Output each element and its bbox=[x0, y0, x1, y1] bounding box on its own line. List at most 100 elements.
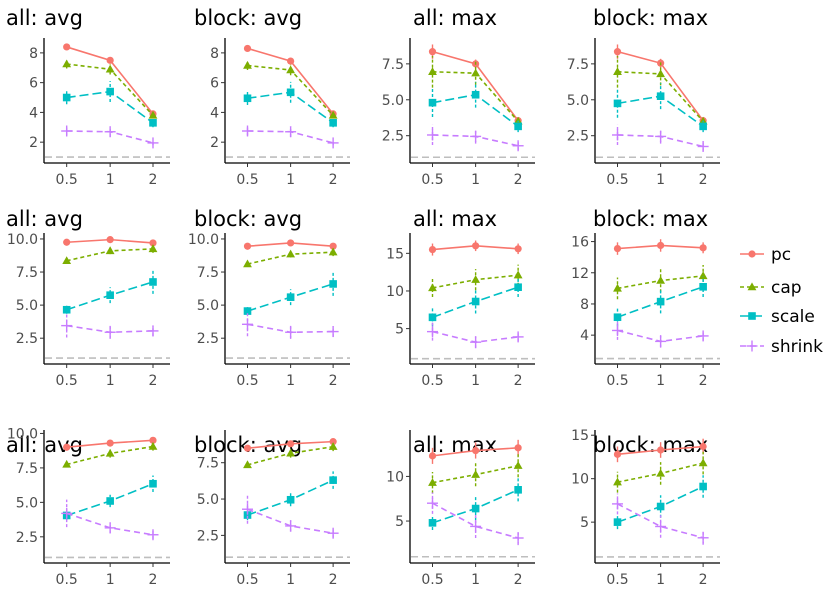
legend-key-marker bbox=[747, 282, 757, 291]
point-cap bbox=[513, 461, 523, 469]
series-pc bbox=[63, 43, 157, 118]
series-scale bbox=[428, 478, 522, 530]
point-scale bbox=[471, 297, 480, 306]
x-tick-label: 2 bbox=[149, 373, 158, 389]
point-pc bbox=[514, 245, 522, 253]
point-shrink bbox=[61, 507, 73, 519]
panel-title: block: avg bbox=[194, 207, 302, 231]
point-scale bbox=[514, 283, 522, 292]
point-scale bbox=[428, 98, 437, 107]
series-cap bbox=[62, 441, 158, 468]
series-cap bbox=[243, 247, 338, 268]
series-cap bbox=[428, 454, 523, 494]
point-cap bbox=[148, 441, 158, 450]
point-shrink bbox=[655, 520, 667, 532]
x-tick-label: 2 bbox=[699, 373, 708, 389]
legend-key-marker bbox=[746, 340, 758, 352]
panel-title: block: max bbox=[593, 433, 708, 457]
panel-5: all: avg 2.5 5.0 7.5 10.0 0.5 1 2 bbox=[6, 207, 170, 389]
point-shrink bbox=[327, 527, 339, 539]
point-pc bbox=[287, 440, 295, 448]
point-cap bbox=[62, 59, 72, 68]
series-scale bbox=[62, 270, 157, 314]
point-shrink bbox=[285, 326, 297, 338]
point-shrink bbox=[61, 320, 73, 332]
point-scale bbox=[613, 99, 622, 108]
y-tick-label: 7.5 bbox=[16, 265, 38, 281]
panel-title: all: avg bbox=[6, 207, 83, 231]
point-scale bbox=[699, 122, 707, 131]
y-tick-label: 8 bbox=[580, 297, 589, 313]
point-scale bbox=[514, 122, 522, 131]
series-cap bbox=[62, 244, 158, 264]
x-tick-label: 1 bbox=[286, 373, 295, 389]
series-scale bbox=[613, 475, 707, 530]
series-cap bbox=[613, 264, 708, 300]
point-scale bbox=[329, 476, 337, 484]
point-scale bbox=[106, 87, 114, 96]
point-scale bbox=[514, 486, 522, 494]
y-tick-label: 2.5 bbox=[197, 528, 219, 544]
y-tick-label: 6 bbox=[210, 76, 219, 92]
point-pc bbox=[243, 44, 252, 53]
point-scale bbox=[329, 119, 337, 127]
y-tick-label: 10 bbox=[571, 472, 589, 488]
series-pc bbox=[243, 438, 337, 452]
series-scale bbox=[62, 475, 157, 521]
y-tick-label: 5.0 bbox=[16, 298, 38, 314]
point-shrink bbox=[512, 331, 524, 343]
y-tick-label: 7.5 bbox=[197, 265, 219, 281]
point-cap bbox=[105, 448, 115, 457]
point-cap bbox=[613, 67, 622, 75]
point-shrink bbox=[104, 326, 116, 338]
point-shrink bbox=[104, 522, 116, 534]
point-pc bbox=[287, 239, 295, 247]
point-pc bbox=[149, 239, 157, 247]
point-cap bbox=[62, 256, 72, 264]
series-shrink bbox=[242, 312, 339, 339]
y-tick-label: 10.0 bbox=[7, 426, 38, 442]
y-tick-label: 8 bbox=[210, 46, 219, 62]
point-scale bbox=[613, 518, 622, 526]
point-shrink bbox=[427, 326, 438, 338]
point-cap bbox=[328, 110, 338, 119]
legend-label: pc bbox=[771, 245, 791, 265]
panel-title: all: max bbox=[413, 207, 497, 231]
point-shrink bbox=[612, 498, 623, 510]
point-pc bbox=[149, 436, 157, 444]
point-cap bbox=[105, 64, 115, 73]
panel-title: block: max bbox=[593, 6, 708, 30]
series-pc bbox=[243, 44, 337, 118]
point-shrink bbox=[242, 318, 253, 330]
x-tick-label: 1 bbox=[286, 572, 295, 588]
point-scale bbox=[149, 479, 157, 488]
x-tick-label: 0.5 bbox=[421, 373, 443, 389]
point-pc bbox=[699, 244, 707, 252]
point-scale bbox=[656, 92, 665, 100]
series-pc bbox=[428, 439, 522, 464]
point-cap bbox=[428, 67, 437, 75]
series-cap bbox=[613, 451, 708, 493]
y-tick-label: 2.5 bbox=[197, 331, 219, 347]
panel-title: all: max bbox=[413, 6, 497, 30]
x-tick-label: 2 bbox=[329, 172, 338, 188]
legend-item-scale: scale bbox=[740, 307, 815, 327]
point-cap bbox=[656, 468, 666, 477]
y-tick-label: 2 bbox=[29, 135, 38, 151]
series-shrink bbox=[427, 492, 524, 546]
series-scale bbox=[613, 83, 707, 133]
point-shrink bbox=[104, 126, 116, 138]
legend: pc cap scale shrink bbox=[740, 245, 823, 357]
point-cap bbox=[428, 478, 437, 486]
point-shrink bbox=[470, 520, 482, 532]
legend-key-marker bbox=[748, 312, 756, 320]
point-pc bbox=[329, 438, 337, 446]
y-tick-label: 5.0 bbox=[382, 93, 404, 109]
x-tick-label: 0.5 bbox=[236, 373, 258, 389]
y-tick-label: 5 bbox=[580, 515, 589, 531]
point-pc bbox=[243, 444, 252, 452]
series-scale bbox=[243, 81, 337, 128]
